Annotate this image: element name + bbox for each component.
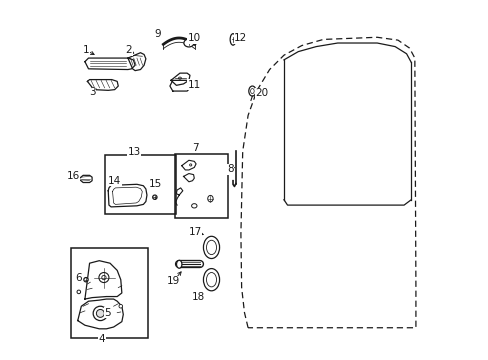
Text: 19: 19	[166, 276, 180, 286]
Text: 1: 1	[82, 45, 89, 55]
Ellipse shape	[99, 273, 109, 283]
Text: 10: 10	[187, 33, 201, 43]
Ellipse shape	[96, 310, 104, 318]
Text: 15: 15	[149, 179, 162, 189]
Ellipse shape	[176, 260, 182, 268]
Ellipse shape	[230, 34, 235, 45]
Text: 2: 2	[125, 45, 132, 55]
Text: 20: 20	[255, 88, 268, 98]
Ellipse shape	[203, 269, 219, 291]
Text: 18: 18	[192, 292, 205, 302]
Text: 12: 12	[234, 33, 247, 43]
Text: 7: 7	[191, 143, 198, 153]
Ellipse shape	[93, 306, 107, 320]
Text: 11: 11	[187, 80, 201, 90]
Ellipse shape	[248, 86, 255, 96]
Ellipse shape	[77, 290, 81, 294]
Text: 9: 9	[154, 29, 161, 39]
Ellipse shape	[83, 278, 88, 282]
Text: 3: 3	[89, 87, 95, 97]
Text: 8: 8	[226, 164, 233, 174]
Ellipse shape	[183, 39, 194, 47]
Text: 6: 6	[75, 273, 82, 283]
Bar	[104, 155, 176, 214]
Ellipse shape	[119, 305, 122, 308]
Bar	[174, 154, 227, 218]
Text: 14: 14	[108, 176, 121, 186]
Text: 5: 5	[104, 308, 111, 318]
Ellipse shape	[207, 195, 213, 202]
Text: 13: 13	[127, 147, 141, 157]
Text: 4: 4	[98, 333, 105, 343]
Bar	[70, 248, 147, 338]
Text: 16: 16	[66, 171, 80, 181]
Ellipse shape	[152, 195, 157, 199]
Text: 17: 17	[188, 227, 201, 237]
Ellipse shape	[203, 236, 219, 258]
